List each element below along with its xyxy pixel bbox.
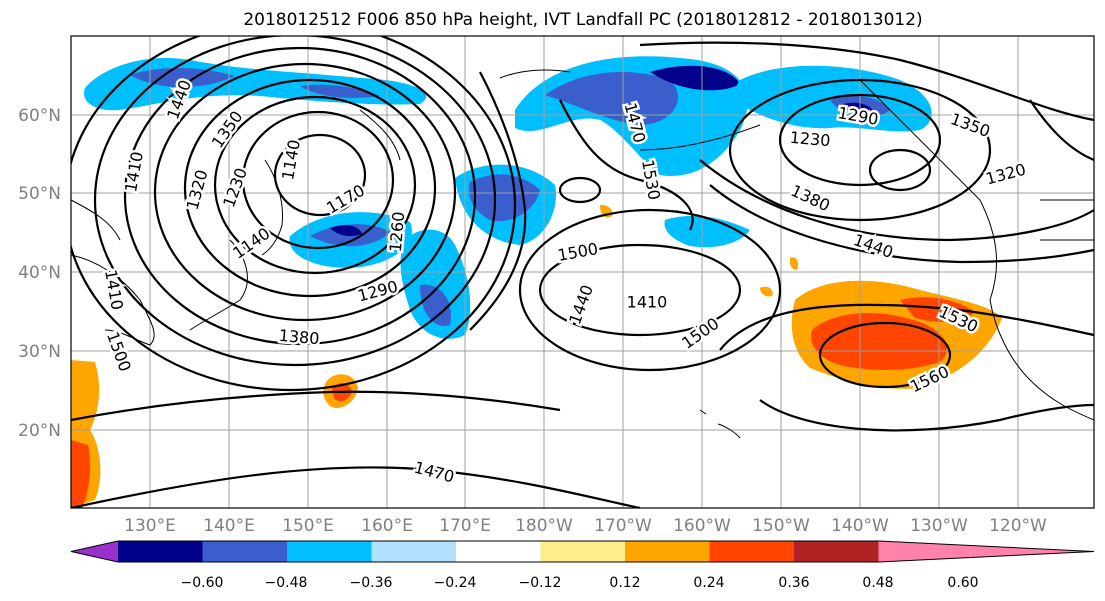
colorbar (70, 540, 1095, 563)
latitude-labels: 60°N 50°N 40°N 30°N 20°N (18, 106, 61, 441)
contour-label: 1380 (278, 326, 320, 348)
colorbar-tick-labels: −0.60 −0.48 −0.36 −0.24 −0.12 0.12 0.24 … (181, 575, 979, 591)
contour-label: 1410 (627, 293, 668, 312)
lon-label: 130°W (910, 516, 968, 536)
longitude-labels: 130°E 140°E 150°E 160°E 170°E 180°W 170°… (124, 516, 1047, 536)
lon-label: 180°W (515, 516, 573, 536)
negative-anomaly-fills (84, 56, 932, 339)
colorbar-segment (287, 541, 372, 562)
lat-label: 40°N (18, 263, 61, 283)
lon-label: 140°W (831, 516, 889, 536)
lat-label: 60°N (18, 106, 61, 126)
map-title: 2018012512 F006 850 hPa height, IVT Land… (243, 10, 922, 30)
graticule (71, 36, 1094, 508)
colorbar-segment (625, 541, 710, 562)
colorbar-tick-label: 0.60 (947, 575, 978, 591)
contour-label-halo: 1410 (627, 293, 668, 312)
lon-label: 140°E (203, 516, 255, 536)
colorbar-tick-label: 0.12 (609, 575, 640, 591)
colorbar-tick-label: −0.48 (265, 575, 308, 591)
colorbar-segment (709, 541, 795, 562)
colorbar-segment (202, 541, 288, 562)
colorbar-arrow-high (878, 541, 1094, 562)
colorbar-segment (794, 541, 879, 562)
lon-label: 130°E (124, 516, 176, 536)
lon-label: 150°E (282, 516, 334, 536)
colorbar-tick-label: 0.36 (778, 575, 809, 591)
map-frame (70, 35, 1095, 509)
colorbar-segment (371, 541, 457, 562)
height-contours (71, 36, 1094, 508)
colorbar-tick-label: 0.24 (693, 575, 724, 591)
lon-label: 160°W (673, 516, 731, 536)
colorbar-tick-label: −0.12 (519, 575, 562, 591)
lon-label: 170°E (439, 516, 491, 536)
contour-label: 1260 (386, 211, 408, 253)
lat-label: 30°N (18, 342, 61, 362)
colorbar-tick-label: −0.60 (181, 575, 224, 591)
lon-label: 160°E (361, 516, 413, 536)
lat-label: 50°N (18, 184, 61, 204)
colorbar-tick-label: −0.36 (350, 575, 393, 591)
colorbar-arrow-low (71, 541, 118, 562)
lon-label: 150°W (752, 516, 810, 536)
colorbar-segment (118, 541, 203, 562)
colorbar-tick-label: 0.48 (862, 575, 893, 591)
colorbar-segment (456, 541, 541, 562)
contour-label: 1230 (789, 128, 831, 150)
lon-label: 170°W (594, 516, 652, 536)
lon-label: 120°W (989, 516, 1047, 536)
colorbar-tick-label: −0.24 (434, 575, 477, 591)
colorbar-segment (540, 541, 626, 562)
lat-label: 20°N (18, 421, 61, 441)
coastlines (71, 69, 1094, 439)
colorbar-outline (70, 540, 1095, 563)
